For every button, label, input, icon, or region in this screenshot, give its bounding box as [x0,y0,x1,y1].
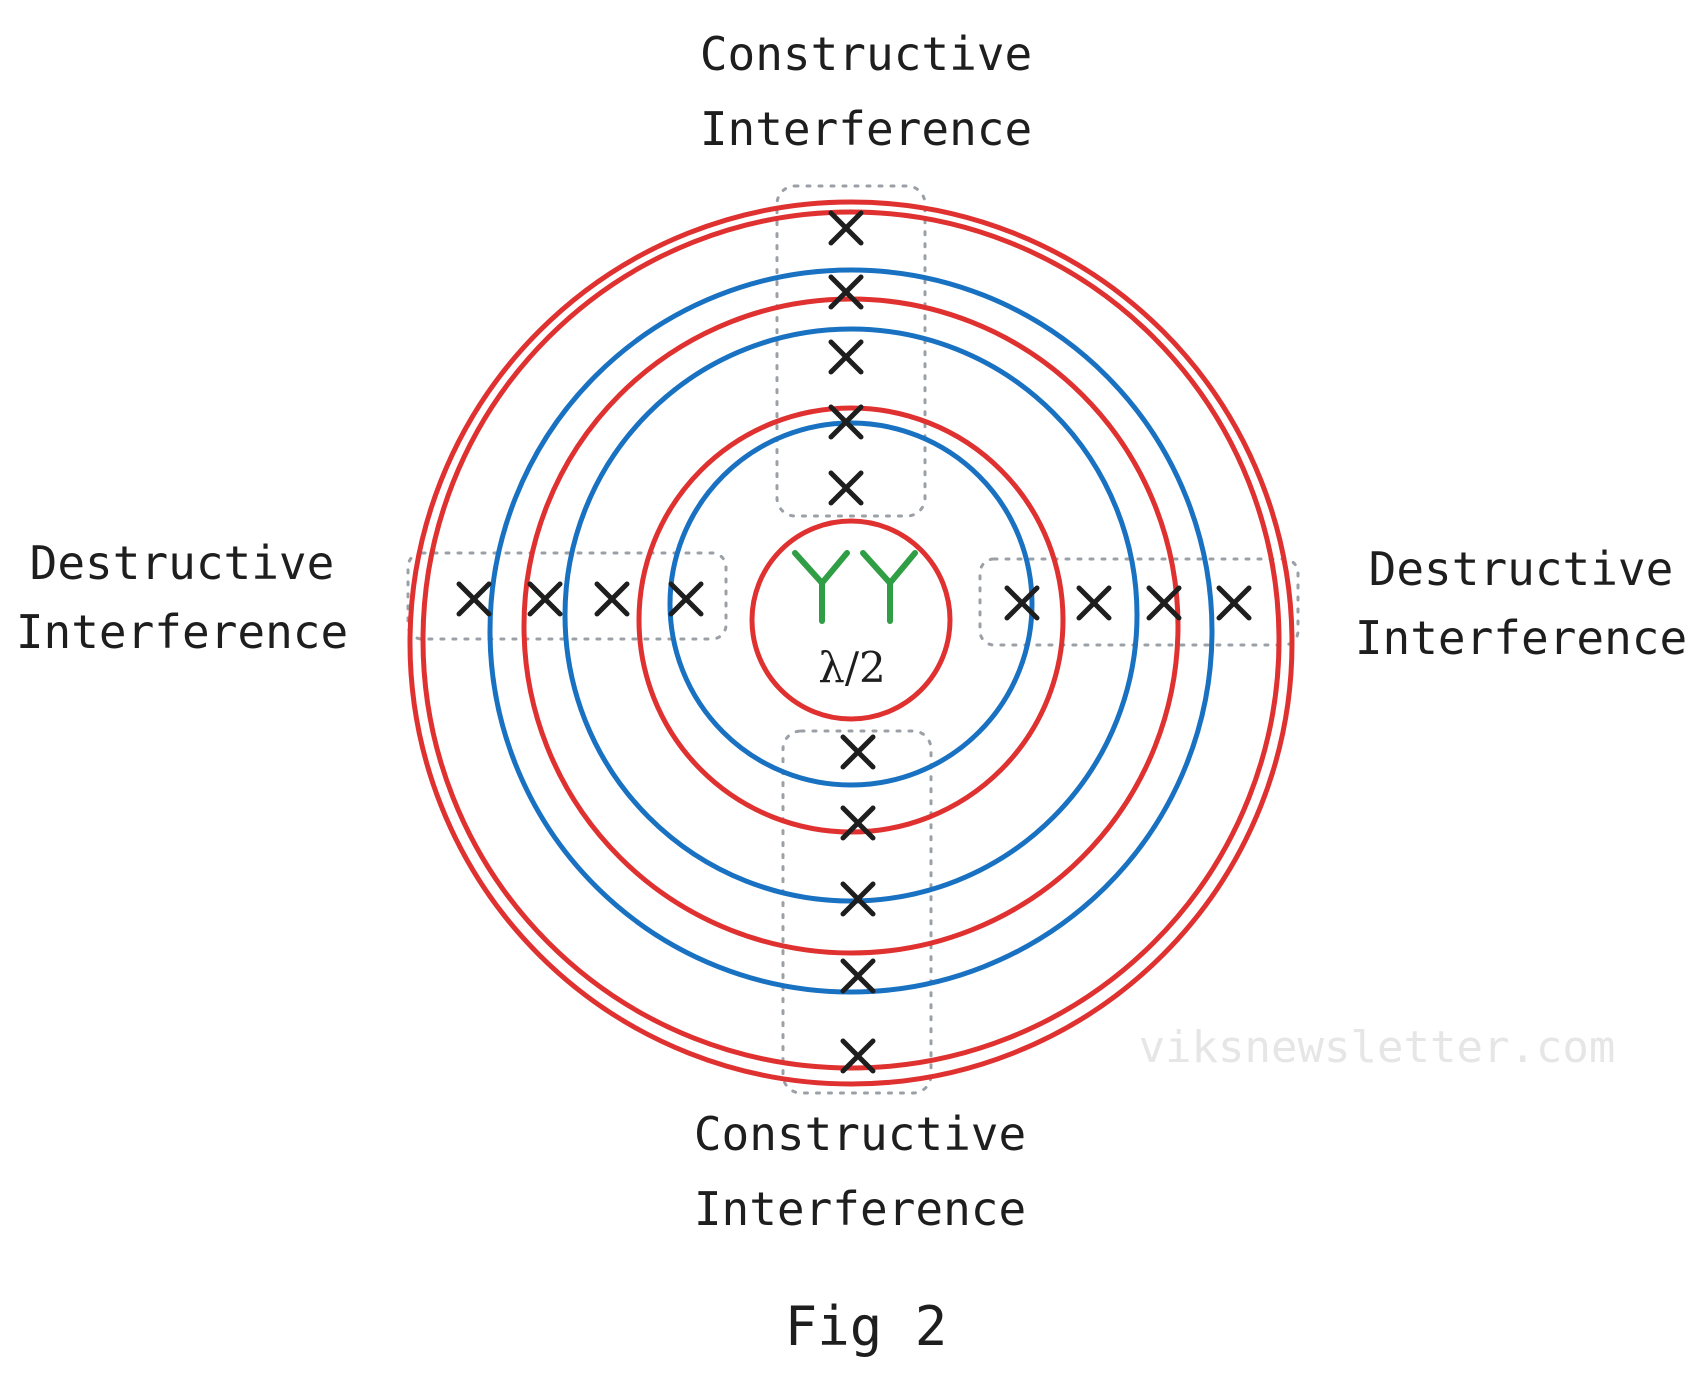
red-ring-3 [521,296,1181,956]
source-a-wavefronts [407,199,1295,1087]
label-left-line2: Interference [16,605,348,659]
cross-mark-icon [668,581,704,617]
red-ring-5 [407,199,1295,1087]
cross-mark-icon [840,881,876,917]
cross-mark-icon [828,404,864,440]
destructive-zone-left [406,551,728,641]
label-top-line2: Interference [700,102,1032,156]
cross-mark-icon [1146,585,1182,621]
cross-mark-icon [840,805,876,841]
blue-ring-3 [487,267,1215,995]
cross-mark-icon [828,210,864,246]
constructive-zone-bottom [781,729,933,1095]
cross-mark-icon [828,274,864,310]
cross-mark-icon [456,581,492,617]
constructive-zone-top [775,184,927,518]
red-ring-4 [420,209,1282,1071]
red-ring-1 [749,518,953,722]
cross-mark-icon [828,339,864,375]
figure-caption: Fig 2 [785,1295,948,1358]
spacing-label: λ/2 [818,643,886,692]
cross-mark-icon [1076,585,1112,621]
cross-mark-icon [1216,585,1252,621]
label-left-line1: Destructive [30,536,335,590]
label-bottom-line2: Interference [694,1182,1026,1236]
cross-mark-icon [828,470,864,506]
cross-mark-icon [594,581,630,617]
cross-mark-icon [527,581,563,617]
cross-mark-icon [840,958,876,994]
watermark: viksnewsletter.com [1139,1022,1616,1073]
source-b-wavefronts [487,267,1215,995]
destructive-zone-right [978,557,1300,647]
blue-ring-2 [562,326,1140,904]
antenna-icon [860,550,918,624]
label-right-line2: Interference [1355,611,1687,665]
cross-mark-icon [1004,585,1040,621]
label-bottom-line1: Constructive [694,1107,1026,1161]
label-right-line1: Destructive [1369,542,1674,596]
red-ring-2 [636,405,1066,835]
antenna-icon [792,550,850,624]
blue-ring-1 [667,420,1035,788]
label-top-line1: Constructive [700,27,1032,81]
cross-markers [456,210,1252,1074]
cross-mark-icon [840,1038,876,1074]
cross-mark-icon [840,734,876,770]
